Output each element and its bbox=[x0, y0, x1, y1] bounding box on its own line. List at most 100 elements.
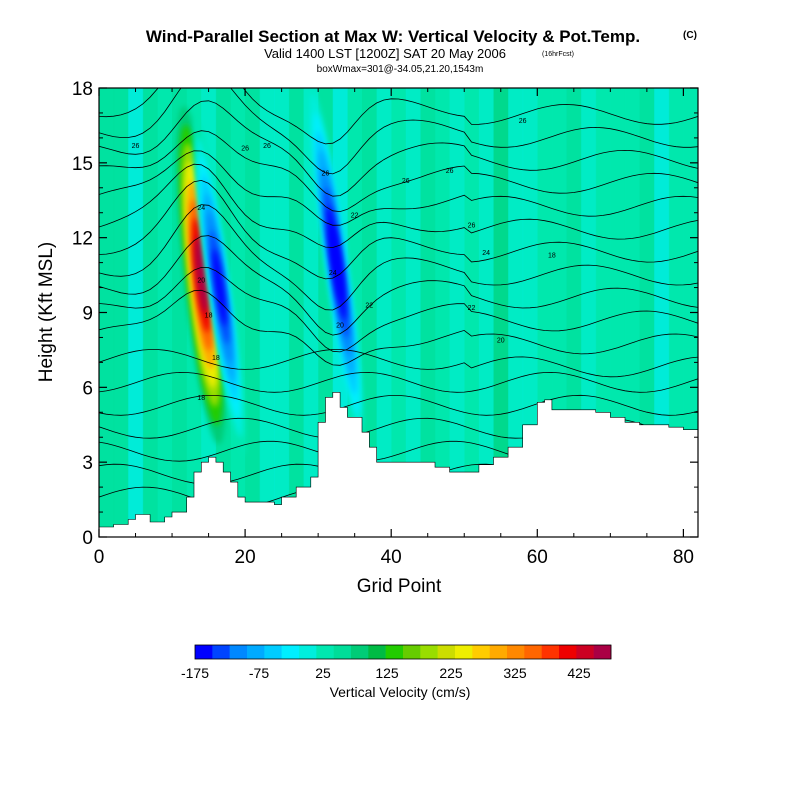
colorbar-swatch bbox=[437, 645, 456, 659]
theta-contours: 26 26 26 26 26 26 26 26 24 24 24 22 22 22 20 20 20 18 18 18… bbox=[99, 88, 698, 508]
colorbar-tick-label: 25 bbox=[315, 665, 331, 681]
terrain-mask bbox=[99, 392, 698, 537]
x-tick-label: 0 bbox=[94, 547, 105, 568]
colorbar-frame bbox=[194, 644, 612, 660]
colorbar-swatch bbox=[351, 645, 369, 659]
y-tick-label: 3 bbox=[82, 453, 93, 474]
x-tick-label: 60 bbox=[527, 547, 548, 568]
contour-label: 20 bbox=[497, 337, 505, 344]
colorbar-tick-label: -75 bbox=[249, 665, 269, 681]
field-column bbox=[142, 88, 158, 537]
theta-contour-line bbox=[99, 179, 698, 280]
y-tick-label: 9 bbox=[82, 304, 93, 325]
contour-label: 18 bbox=[205, 312, 213, 319]
contour-label: 22 bbox=[351, 213, 359, 220]
theta-contour-line bbox=[99, 349, 698, 378]
y-tick-label: 0 bbox=[82, 528, 93, 549]
contour-label: 26 bbox=[519, 118, 527, 125]
field-column bbox=[420, 88, 436, 537]
theta-contour-line bbox=[99, 163, 698, 248]
chart-subtitle: Valid 1400 LST [1200Z] SAT 20 May 2006 bbox=[264, 46, 506, 61]
field-column bbox=[128, 88, 144, 537]
colorbar-swatch bbox=[195, 645, 213, 659]
theta-contour-line bbox=[99, 88, 698, 175]
field-column bbox=[464, 88, 480, 537]
y-tick-label: 6 bbox=[82, 378, 93, 399]
colorbar: -175 -75 25 125 225 325 425 bbox=[181, 644, 612, 681]
colorbar-swatch bbox=[299, 645, 317, 659]
colorbar-swatch bbox=[559, 645, 577, 659]
contour-label: 18 bbox=[212, 355, 220, 362]
colorbar-swatch bbox=[403, 645, 421, 659]
field-column bbox=[493, 88, 509, 537]
field-column bbox=[361, 88, 378, 537]
contour-label: 26 bbox=[322, 170, 330, 177]
colorbar-swatch bbox=[368, 645, 386, 659]
theta-contour-line bbox=[99, 204, 698, 311]
field-column bbox=[113, 88, 129, 537]
field-column bbox=[668, 88, 684, 537]
x-tick-label: 40 bbox=[381, 547, 402, 568]
colorbar-swatch bbox=[247, 645, 265, 659]
contour-label: 26 bbox=[446, 168, 454, 175]
theta-contour-line bbox=[99, 130, 698, 213]
colorbar-tick-label: 325 bbox=[503, 665, 527, 681]
colorbar-swatch bbox=[229, 645, 248, 659]
theta-contour-line bbox=[99, 266, 698, 353]
field-column bbox=[157, 88, 173, 537]
colorbar-swatch bbox=[576, 645, 594, 659]
contour-label: 20 bbox=[336, 322, 344, 329]
colorbar-swatch bbox=[385, 645, 404, 659]
contour-label: 26 bbox=[241, 145, 249, 152]
chart-info-line: boxWmax=301@-34.05,21.20,1543m bbox=[317, 64, 484, 75]
theta-contour-line bbox=[99, 150, 698, 226]
field-column bbox=[274, 88, 290, 537]
field-column bbox=[478, 88, 494, 537]
colorbar-swatch bbox=[541, 645, 560, 659]
colorbar-swatch bbox=[507, 645, 525, 659]
colorbar-swatch bbox=[281, 645, 300, 659]
theta-contour-line bbox=[99, 394, 698, 416]
theta-contour-line bbox=[99, 100, 698, 197]
contour-label: 22 bbox=[468, 305, 476, 312]
contour-label: 18 bbox=[548, 253, 556, 260]
colorbar-swatch bbox=[264, 645, 282, 659]
colorbar-tick-label: 425 bbox=[567, 665, 591, 681]
y-tick-label: 15 bbox=[72, 154, 93, 175]
field-column bbox=[435, 88, 451, 537]
field-core bbox=[195, 236, 208, 314]
field-column bbox=[405, 88, 421, 537]
axes: 0 20 40 60 80 0 3 6 9 12 15 18 bbox=[72, 79, 698, 568]
contour-label: 20 bbox=[197, 278, 205, 285]
chart-subtitle-tag: (16hrFcst) bbox=[542, 51, 574, 58]
field-column bbox=[391, 88, 407, 537]
y-tick-label: 18 bbox=[72, 79, 93, 100]
x-tick-label: 20 bbox=[235, 547, 256, 568]
contour-label: 22 bbox=[365, 303, 373, 310]
field-column bbox=[288, 88, 305, 537]
colorbar-tick-label: 125 bbox=[375, 665, 399, 681]
colorbar-swatch bbox=[524, 645, 542, 659]
field-core bbox=[212, 249, 227, 326]
colorbar-swatch bbox=[593, 645, 612, 659]
colorbar-swatch bbox=[420, 645, 438, 659]
colorbar-swatch bbox=[212, 645, 230, 659]
colorbar-tick-label: 225 bbox=[439, 665, 463, 681]
velocity-field bbox=[99, 88, 698, 537]
contour-label: 24 bbox=[482, 250, 490, 257]
colorbar-label: Vertical Velocity (cm/s) bbox=[330, 684, 471, 700]
colorbar-tick-label: -175 bbox=[181, 665, 209, 681]
colorbar-swatch bbox=[455, 645, 473, 659]
theta-contour-line bbox=[99, 289, 698, 366]
y-axis-label: Height (Kft MSL) bbox=[36, 242, 57, 382]
contour-label: 26 bbox=[468, 223, 476, 230]
chart-title-tag: (C) bbox=[683, 30, 697, 41]
contour-label: 18 bbox=[197, 395, 205, 402]
field-column bbox=[508, 88, 524, 537]
contour-label: 26 bbox=[402, 178, 410, 185]
colorbar-swatch bbox=[472, 645, 490, 659]
colorbar-swatch bbox=[333, 645, 352, 659]
field-column bbox=[259, 88, 275, 537]
colorbar-swatch bbox=[316, 645, 334, 659]
